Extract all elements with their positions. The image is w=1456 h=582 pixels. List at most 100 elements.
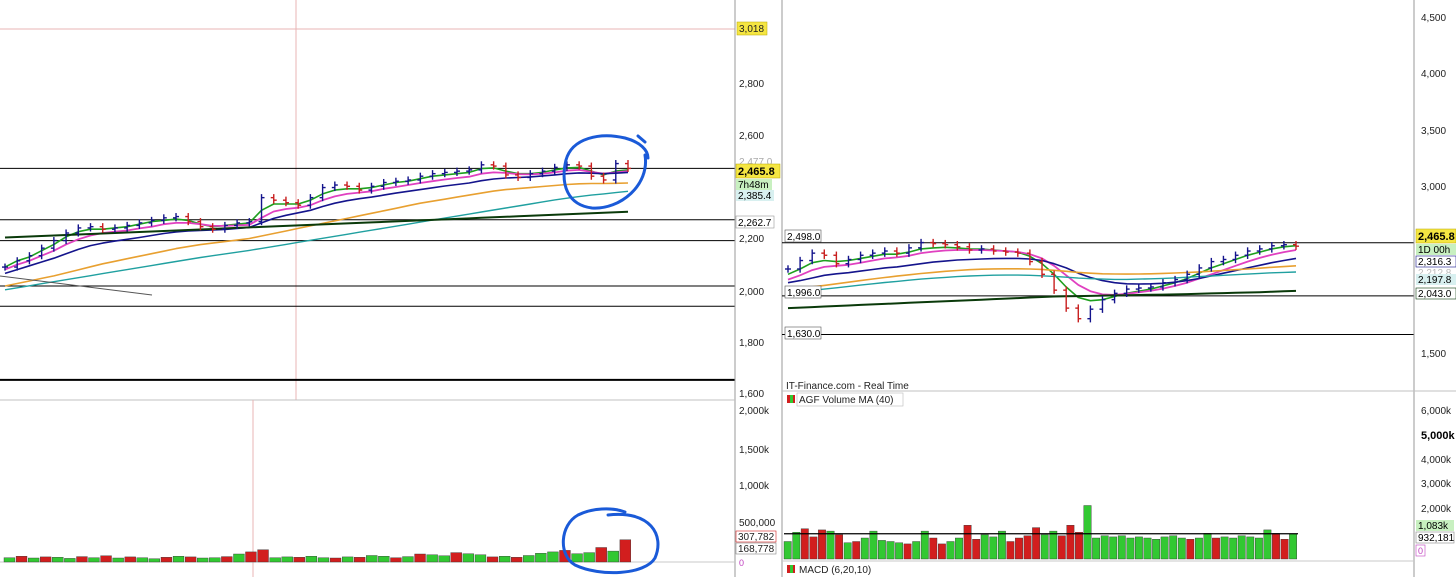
price-candle — [1244, 247, 1251, 259]
volume-bar — [148, 558, 160, 563]
volume-bar — [1212, 537, 1220, 560]
volume-badge-text: 1,083k — [1418, 521, 1449, 532]
volume-bar — [3, 557, 16, 563]
volume-bar — [245, 551, 257, 563]
price-candle — [588, 162, 595, 180]
volume-bar — [1143, 537, 1152, 560]
right-price-panel[interactable]: 2,498.0 1,996.0 1,630.0 IT-Finance.com -… — [782, 229, 1414, 392]
price-candle — [1268, 242, 1275, 253]
volume-legend-icon-part — [790, 395, 793, 403]
volume-bar — [1186, 539, 1195, 560]
price-candle — [417, 172, 424, 184]
price-candle — [270, 194, 277, 204]
volume-bar — [1075, 532, 1083, 560]
ma-badge — [1416, 274, 1456, 285]
price-candle — [185, 213, 192, 226]
volume-tick: 1,000k — [739, 481, 770, 492]
volume-bar — [535, 553, 547, 563]
price-candle — [809, 249, 816, 265]
volume-zero-box — [1415, 544, 1426, 557]
left-price-panel[interactable] — [0, 0, 735, 400]
volume-bar — [209, 557, 221, 563]
price-candle — [1099, 295, 1106, 313]
volume-bar — [354, 557, 366, 563]
price-candle — [307, 194, 314, 209]
volume-bar — [257, 549, 269, 563]
volume-zero: 0 — [1418, 546, 1423, 556]
price-candle — [918, 238, 925, 252]
volume-tick: 500,000 — [739, 518, 776, 529]
level-label: 2,498.0 — [787, 232, 821, 243]
volume-bar — [317, 557, 330, 563]
volume-bar — [980, 534, 989, 560]
volume-bar — [547, 551, 559, 563]
volume-badge-text: 168,778 — [738, 544, 775, 555]
price-candle — [1232, 251, 1239, 264]
volume-bar — [955, 537, 963, 560]
volume-bar — [607, 550, 619, 563]
price-candle — [905, 244, 912, 257]
volume-bar — [523, 555, 535, 563]
ma-line-ma_navy — [4, 171, 629, 275]
ma-line-ma_long — [787, 289, 1297, 310]
price-candle — [527, 170, 534, 181]
volume-bar — [843, 542, 852, 560]
price-candle — [246, 218, 253, 227]
volume-bar — [281, 556, 293, 563]
volume-bar — [366, 555, 378, 563]
volume-bar — [1246, 536, 1255, 560]
volume-bar — [800, 528, 809, 560]
price-candle — [539, 167, 546, 178]
volume-bar — [1092, 537, 1101, 560]
price-candle — [1293, 240, 1299, 250]
ma-badge-text: 2,385.4 — [738, 191, 772, 202]
price-candle — [111, 224, 118, 233]
price-tick: 2,800 — [739, 79, 764, 90]
price-candle — [1135, 284, 1142, 293]
price-candle — [1087, 305, 1094, 323]
volume-bar — [878, 540, 886, 560]
volume-bar — [998, 530, 1006, 560]
level-badge-text: 2,262.7 — [738, 218, 772, 229]
volume-bar — [269, 557, 281, 563]
price-tick: 4,000 — [1421, 69, 1446, 80]
volume-bar — [972, 539, 981, 560]
price-candle — [258, 194, 265, 226]
volume-bar — [809, 536, 818, 560]
annotation-circle — [562, 134, 650, 210]
volume-bar — [293, 557, 305, 563]
price-tick: 1,800 — [739, 338, 764, 349]
volume-tick: 6,000k — [1421, 406, 1452, 417]
ma-badge — [1415, 255, 1456, 268]
price-candle — [173, 213, 180, 222]
price-candle — [282, 196, 289, 207]
ma-badge-text: 2,043.0 — [1418, 289, 1452, 300]
volume-bar — [172, 556, 185, 563]
left-price-axis: 2,800 2,600 2,200 2,000 1,800 1,600 3,01… — [734, 0, 781, 577]
volume-bar — [124, 556, 136, 563]
price-candle — [1196, 264, 1203, 278]
price-candle — [160, 214, 167, 224]
price-candle — [197, 218, 204, 231]
ma-line-ma_long — [4, 210, 629, 239]
volume-bar — [929, 537, 938, 560]
macd-panel-header[interactable]: MACD (6,20,10) — [787, 565, 871, 576]
volume-bar — [196, 557, 209, 563]
volume-bar — [342, 556, 354, 563]
volume-bar — [402, 556, 414, 563]
price-tick: 3,000 — [1421, 182, 1446, 193]
volume-bar — [1057, 535, 1066, 560]
price-tick: 3,500 — [1421, 126, 1446, 137]
ma-badge-text: 2,197.8 — [1418, 275, 1452, 286]
left-volume-panel[interactable]: 2,000k 1,500k 1,000k 500,000 307,782 168… — [0, 399, 777, 577]
right-volume-panel[interactable]: AGF Volume MA (40) 6,000k 5,000k 4,000k … — [782, 390, 1456, 562]
hidden-badge-text: 2,212.8 — [1418, 268, 1452, 279]
price-candle — [576, 161, 583, 170]
volume-bar — [595, 547, 607, 563]
price-candle — [551, 163, 558, 175]
volume-bar — [852, 541, 861, 560]
level-label-box — [784, 285, 822, 299]
price-candle — [356, 182, 363, 194]
price-candle — [1039, 257, 1045, 278]
